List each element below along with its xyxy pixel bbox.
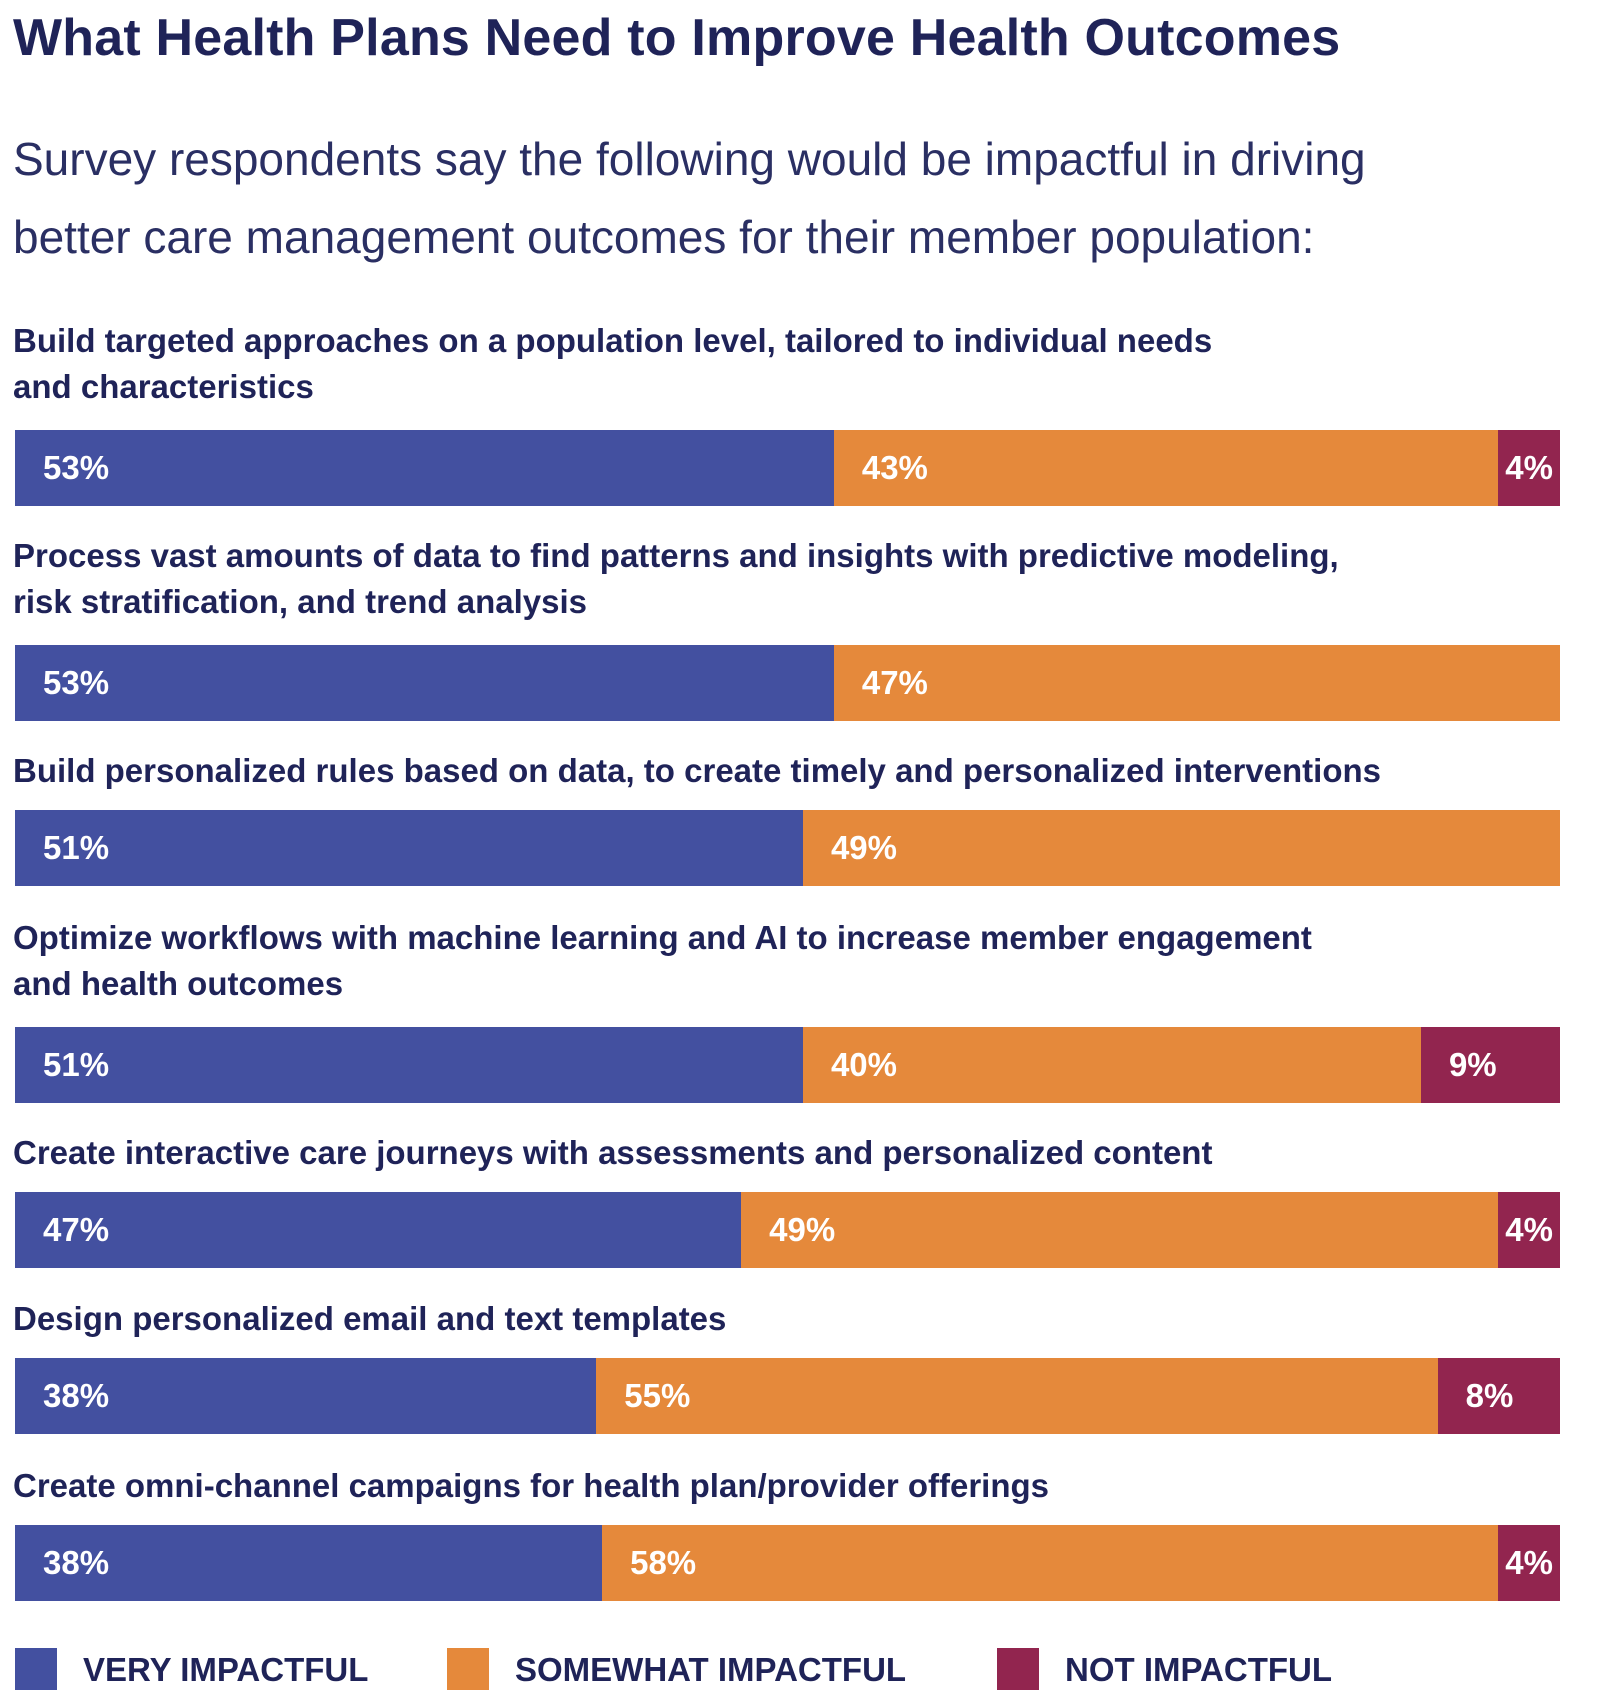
legend-label-not-impactful: NOT IMPACTFUL (1065, 1651, 1333, 1688)
stacked-bar: 38% 58% 4% (15, 1525, 1560, 1601)
category-label-line: and characteristics (13, 368, 314, 405)
data-label: 49% (830, 829, 897, 866)
data-label: 40% (830, 1046, 897, 1083)
chart-legend: VERY IMPACTFUL SOMEWHAT IMPACTFUL NOT IM… (15, 1643, 1575, 1693)
bar-segment-not: 9% (1420, 1027, 1560, 1103)
bar-segment-very: 38% (15, 1358, 597, 1434)
category-label-line: Design personalized email and text templ… (13, 1300, 727, 1337)
bar-segment-not: 8% (1437, 1358, 1560, 1434)
data-label: 38% (43, 1377, 110, 1414)
data-label: 4% (1505, 449, 1553, 486)
category-label-line: risk stratification, and trend analysis (13, 583, 588, 620)
category-label: Build targeted approaches on a populatio… (13, 318, 1573, 410)
bar-segment-very: 51% (15, 810, 803, 886)
bar-segment-very: 51% (15, 1027, 803, 1103)
stacked-bar: 47% 49% 4% (15, 1192, 1560, 1268)
bar-segment-somewhat: 40% (802, 1027, 1421, 1103)
chart-title: What Health Plans Need to Improve Health… (13, 9, 1341, 67)
stacked-bar: 53% 43% 4% (15, 430, 1560, 506)
data-label: 8% (1465, 1377, 1514, 1414)
stacked-bar: 51% 40% 9% (15, 1027, 1560, 1103)
data-label: 51% (43, 1046, 110, 1083)
data-label: 51% (43, 829, 110, 866)
legend-swatch-very-impactful (15, 1648, 57, 1690)
subtitle-line-2: better care management outcomes for thei… (13, 211, 1315, 263)
category-label: Design personalized email and text templ… (13, 1296, 1573, 1342)
data-label: 47% (861, 664, 928, 701)
category-label-line: Build targeted approaches on a populatio… (13, 322, 1213, 359)
category-label-line: Build personalized rules based on data, … (13, 752, 1382, 789)
bar-segment-somewhat: 55% (596, 1358, 1438, 1434)
category-label-line: and health outcomes (13, 965, 344, 1002)
bar-segment-not: 4% (1498, 1192, 1560, 1268)
category-label: Create interactive care journeys with as… (13, 1130, 1573, 1176)
bar-segment-very: 53% (15, 645, 834, 721)
legend-label-very-impactful: VERY IMPACTFUL (83, 1651, 369, 1688)
stacked-bar: 53% 47% (15, 645, 1560, 721)
stacked-bar: 38% 55% 8% (15, 1358, 1560, 1434)
bar-segment-not: 4% (1498, 1525, 1560, 1601)
category-label-line: Create omni-channel campaigns for health… (13, 1467, 1050, 1504)
bar-segment-somewhat: 47% (833, 645, 1560, 721)
subtitle-line-1: Survey respondents say the following wou… (13, 133, 1366, 185)
bar-segment-somewhat: 43% (833, 430, 1499, 506)
category-label-line: Optimize workflows with machine learning… (13, 919, 1312, 956)
category-label: Optimize workflows with machine learning… (13, 915, 1573, 1007)
data-label: 49% (769, 1211, 836, 1248)
data-label: 58% (630, 1544, 697, 1581)
data-label: 4% (1505, 1211, 1553, 1248)
data-label: 55% (624, 1377, 691, 1414)
category-label: Process vast amounts of data to find pat… (13, 533, 1573, 625)
chart-subtitle: Survey respondents say the following wou… (13, 120, 1573, 276)
data-label: 38% (43, 1544, 110, 1581)
data-label: 53% (43, 449, 110, 486)
data-label: 4% (1505, 1544, 1553, 1581)
bar-segment-very: 47% (15, 1192, 742, 1268)
bar-segment-very: 53% (15, 430, 834, 506)
legend-label-somewhat-impactful: SOMEWHAT IMPACTFUL (515, 1651, 907, 1688)
data-label: 53% (43, 664, 110, 701)
category-label: Build personalized rules based on data, … (13, 748, 1573, 794)
category-label: Create omni-channel campaigns for health… (13, 1463, 1573, 1509)
bar-segment-somewhat: 58% (602, 1525, 1499, 1601)
bar-segment-very: 38% (15, 1525, 603, 1601)
bar-segment-not: 4% (1498, 430, 1560, 506)
category-label-line: Create interactive care journeys with as… (13, 1134, 1213, 1171)
data-label: 9% (1448, 1046, 1497, 1083)
legend-swatch-not-impactful (997, 1648, 1039, 1690)
bar-segment-somewhat: 49% (741, 1192, 1499, 1268)
category-label-line: Process vast amounts of data to find pat… (13, 537, 1339, 574)
bar-segment-somewhat: 49% (802, 810, 1560, 886)
stacked-bar: 51% 49% (15, 810, 1560, 886)
data-label: 43% (861, 449, 928, 486)
legend-swatch-somewhat-impactful (447, 1648, 489, 1690)
data-label: 47% (43, 1211, 110, 1248)
